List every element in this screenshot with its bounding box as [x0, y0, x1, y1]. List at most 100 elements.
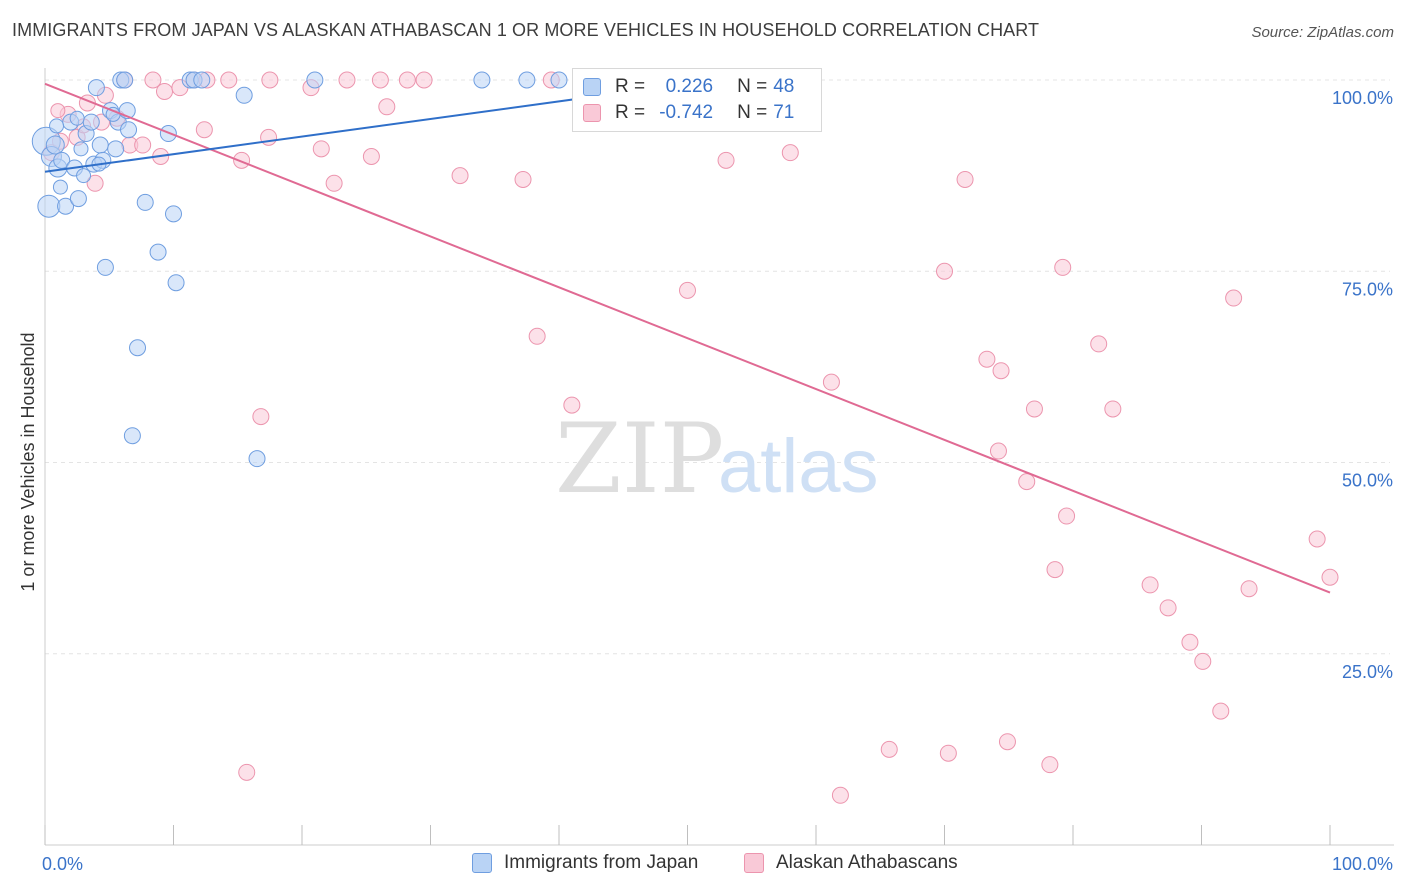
data-point-japan: [550, 71, 568, 89]
data-point-japan: [136, 193, 154, 211]
data-point-japan: [129, 339, 147, 357]
y-tick-label: 25.0%: [1342, 662, 1393, 682]
legend-item-japan[interactable]: Immigrants from Japan: [472, 852, 698, 874]
legend-r-label: R =: [615, 76, 646, 97]
legend-swatch-blue: [472, 853, 492, 873]
series-legend: Immigrants from Japan Alaskan Athabascan…: [0, 852, 1406, 878]
legend-label-japan: Immigrants from Japan: [504, 852, 699, 873]
data-point-athabascan: [144, 71, 162, 89]
data-point-athabascan: [1212, 702, 1230, 720]
data-point-athabascan: [1046, 561, 1064, 579]
data-point-athabascan: [956, 170, 974, 188]
legend-swatch-blue: [583, 78, 601, 96]
axes: [44, 68, 1394, 846]
data-point-athabascan: [1090, 335, 1108, 353]
y-tick-label: 50.0%: [1342, 471, 1393, 491]
data-point-athabascan: [1041, 756, 1059, 774]
data-point-japan: [123, 427, 141, 445]
source-label: Source: ZipAtlas.com: [1251, 24, 1394, 41]
legend-r-label: R =: [615, 102, 646, 123]
data-point-athabascan: [822, 373, 840, 391]
data-point-athabascan: [528, 327, 546, 345]
legend-row-athabascan: R = -0.742 N = 71: [583, 100, 794, 126]
data-point-japan: [107, 140, 125, 158]
data-point-athabascan: [936, 262, 953, 280]
watermark: ZIP atlas: [555, 403, 879, 515]
data-point-japan: [120, 121, 138, 139]
data-point-japan: [73, 141, 89, 157]
data-point-athabascan: [1058, 507, 1076, 525]
data-point-athabascan: [415, 71, 433, 89]
data-point-athabascan: [989, 442, 1007, 460]
data-point-athabascan: [338, 71, 356, 89]
data-point-athabascan: [978, 350, 996, 368]
data-point-japan: [149, 243, 167, 261]
data-point-athabascan: [831, 786, 849, 804]
data-point-athabascan: [252, 408, 270, 426]
y-tick-label: 100.0%: [1332, 88, 1393, 108]
legend-item-athabascan[interactable]: Alaskan Athabascans: [744, 852, 958, 874]
data-point-japan: [248, 450, 266, 468]
data-point-japan: [235, 86, 253, 104]
data-point-japan: [167, 274, 185, 292]
data-point-japan: [165, 205, 182, 223]
data-point-athabascan: [134, 136, 152, 154]
data-point-athabascan: [1018, 473, 1036, 491]
data-point-athabascan: [1104, 400, 1122, 418]
chart-title: IMMIGRANTS FROM JAPAN VS ALASKAN ATHABAS…: [12, 20, 1040, 40]
data-point-japan: [53, 151, 71, 169]
legend-n-value: 48: [773, 76, 795, 97]
data-point-athabascan: [1025, 400, 1043, 418]
data-point-japan: [49, 118, 65, 134]
data-point-athabascan: [260, 128, 278, 146]
watermark-atlas: atlas: [718, 424, 879, 509]
legend-n-value: 71: [773, 102, 795, 123]
data-point-athabascan: [238, 763, 256, 781]
data-point-athabascan: [1159, 599, 1177, 617]
data-point-japan: [96, 258, 114, 276]
data-point-athabascan: [514, 170, 532, 188]
data-point-athabascan: [563, 396, 581, 414]
data-point-athabascan: [325, 174, 343, 192]
data-point-athabascan: [679, 281, 696, 299]
data-point-athabascan: [398, 71, 416, 89]
data-point-athabascan: [998, 733, 1016, 751]
y-axis-label: 1 or more Vehicles in Household: [18, 332, 38, 591]
data-point-athabascan: [362, 148, 380, 165]
data-point-athabascan: [371, 71, 389, 89]
data-point-athabascan: [195, 121, 213, 139]
data-point-athabascan: [1054, 258, 1072, 276]
data-point-japan: [91, 136, 109, 154]
data-point-japan: [518, 71, 536, 89]
data-point-athabascan: [220, 71, 238, 89]
data-point-athabascan: [261, 71, 279, 89]
data-point-athabascan: [939, 744, 957, 762]
data-point-japan: [82, 113, 100, 131]
data-point-athabascan: [86, 174, 104, 192]
data-point-athabascan: [717, 151, 735, 169]
legend-swatch-pink: [744, 853, 764, 873]
data-point-athabascan: [1321, 568, 1339, 586]
trend-line-athabascan: [44, 82, 1331, 594]
legend-row-japan: R = 0.226 N = 48: [583, 74, 794, 100]
data-point-japan: [193, 71, 211, 89]
data-point-japan: [306, 71, 324, 89]
data-point-athabascan: [880, 740, 898, 758]
data-point-japan: [57, 197, 75, 215]
legend-n-label: N =: [737, 76, 768, 97]
data-point-japan: [69, 190, 87, 208]
data-point-japan: [52, 179, 68, 195]
legend-r-value: -0.742: [659, 102, 714, 123]
data-point-athabascan: [1308, 530, 1326, 548]
watermark-zip: ZIP: [555, 403, 724, 515]
x-tick-label: 100.0%: [1332, 854, 1393, 874]
data-point-athabascan: [378, 98, 396, 116]
data-point-athabascan: [50, 103, 66, 119]
data-point-japan: [45, 135, 65, 155]
data-point-japan: [37, 194, 61, 218]
data-point-japan: [87, 79, 105, 97]
data-point-japan: [473, 71, 491, 89]
data-point-athabascan: [1240, 580, 1258, 598]
data-point-athabascan: [1181, 633, 1199, 651]
